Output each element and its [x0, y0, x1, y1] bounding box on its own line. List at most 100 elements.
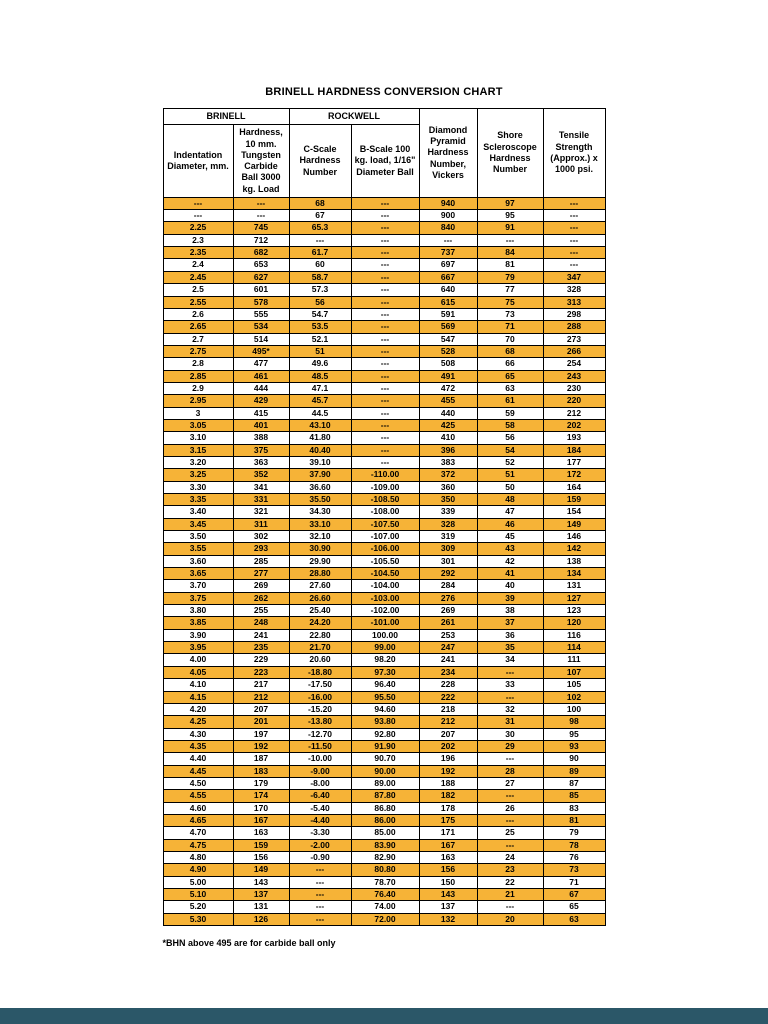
- table-cell: 2.75: [162, 344, 234, 359]
- table-cell: 261: [418, 616, 478, 630]
- table-cell: 284: [418, 579, 478, 593]
- table-cell: 4.20: [162, 702, 234, 717]
- table-cell: 22: [476, 875, 544, 890]
- table-row: 2.85 461 48.5 --- 491 65 243: [162, 369, 606, 383]
- table-cell: 87: [542, 776, 606, 791]
- table-cell: 311: [232, 517, 290, 532]
- table-cell: ---: [232, 209, 290, 223]
- table-cell: 79: [476, 270, 544, 285]
- table-cell: 31: [476, 715, 544, 729]
- table-cell: 61: [476, 394, 544, 408]
- table-cell: 178: [418, 801, 478, 815]
- table-cell: 174: [232, 789, 290, 803]
- table-cell: 96.40: [350, 678, 420, 692]
- table-cell: 170: [232, 801, 290, 815]
- table-cell: 569: [418, 320, 478, 334]
- table-cell: 70: [476, 332, 544, 346]
- table-row: 5.10 137 --- 76.40 143 21 67: [162, 887, 606, 902]
- table-cell: 33: [476, 678, 544, 692]
- table-row: 5.30 126 --- 72.00 132 20 63: [162, 912, 606, 927]
- table-cell: 3.70: [162, 579, 234, 593]
- table-cell: -110.00: [350, 468, 420, 482]
- table-cell: 116: [542, 628, 606, 643]
- table-cell: 188: [418, 776, 478, 791]
- table-cell: 3.60: [162, 554, 234, 569]
- table-row: 4.15 212 -16.00 95.50 222 --- 102: [162, 690, 606, 704]
- table-row: 2.6 555 54.7 --- 591 73 298: [162, 307, 606, 322]
- table-cell: 46: [476, 517, 544, 532]
- table-cell: 137: [418, 900, 478, 914]
- table-cell: 81: [542, 813, 606, 828]
- table-cell: 182: [418, 789, 478, 803]
- table-cell: 30: [476, 727, 544, 741]
- table-row: 3.50 302 32.10 -107.00 319 45 146: [162, 530, 606, 544]
- table-cell: 163: [232, 826, 290, 840]
- table-cell: 5.30: [162, 912, 234, 927]
- table-cell: 4.35: [162, 739, 234, 754]
- table-cell: 212: [232, 690, 290, 704]
- table-cell: 578: [232, 295, 290, 309]
- table-cell: 159: [232, 838, 290, 852]
- table-cell: 4.60: [162, 801, 234, 815]
- table-cell: 472: [418, 381, 478, 396]
- table-cell: ---: [288, 900, 352, 914]
- table-cell: 41.80: [288, 431, 352, 445]
- table-cell: 90: [542, 752, 606, 766]
- table-cell: -102.00: [350, 604, 420, 618]
- viewer-footer-bar: [0, 1008, 768, 1024]
- table-cell: 100: [542, 702, 606, 717]
- table-cell: 2.9: [162, 381, 234, 396]
- table-cell: ---: [350, 258, 420, 272]
- table-cell: 74.00: [350, 900, 420, 914]
- table-cell: 667: [418, 270, 478, 285]
- table-cell: ---: [476, 900, 544, 914]
- table-cell: 50: [476, 480, 544, 495]
- table-cell: ---: [542, 246, 606, 260]
- table-cell: 440: [418, 406, 478, 420]
- table-row: 4.45 183 -9.00 90.00 192 28 89: [162, 764, 606, 778]
- table-row: 3.65 277 28.80 -104.50 292 41 134: [162, 567, 606, 581]
- table-cell: -106.00: [350, 542, 420, 556]
- table-cell: ---: [350, 394, 420, 408]
- table-cell: 201: [232, 715, 290, 729]
- table-row: 2.4 653 60 --- 697 81 ---: [162, 258, 606, 272]
- table-cell: 5.20: [162, 900, 234, 914]
- table-row: 4.05 223 -18.80 97.30 234 --- 107: [162, 665, 606, 680]
- table-cell: 27.60: [288, 579, 352, 593]
- table-cell: 508: [418, 357, 478, 371]
- table-cell: 39: [476, 591, 544, 606]
- table-cell: 90.00: [350, 764, 420, 778]
- table-cell: 745: [232, 221, 290, 235]
- table-cell: 697: [418, 258, 478, 272]
- table-cell: 71: [476, 320, 544, 334]
- table-cell: 54: [476, 443, 544, 457]
- table-cell: 4.80: [162, 850, 234, 865]
- table-cell: 127: [542, 591, 606, 606]
- table-cell: 241: [232, 628, 290, 643]
- table-cell: 43: [476, 542, 544, 556]
- table-cell: 591: [418, 307, 478, 322]
- table-cell: 20: [476, 912, 544, 927]
- table-cell: -105.50: [350, 554, 420, 569]
- table-cell: 56: [476, 431, 544, 445]
- table-cell: 175: [418, 813, 478, 828]
- table-cell: 89: [542, 764, 606, 778]
- table-row: 3.40 321 34.30 -108.00 339 47 154: [162, 505, 606, 519]
- table-cell: 640: [418, 283, 478, 297]
- table-cell: 319: [418, 530, 478, 544]
- table-cell: ---: [232, 196, 290, 211]
- table-cell: -6.40: [288, 789, 352, 803]
- table-cell: 3.40: [162, 505, 234, 519]
- table-cell: -101.00: [350, 616, 420, 630]
- table-cell: 32: [476, 702, 544, 717]
- table-cell: 91.90: [350, 739, 420, 754]
- table-row: 4.35 192 -11.50 91.90 202 29 93: [162, 739, 606, 754]
- table-cell: 67: [542, 887, 606, 902]
- table-cell: 2.8: [162, 357, 234, 371]
- table-row: 2.95 429 45.7 --- 455 61 220: [162, 394, 606, 408]
- table-cell: 309: [418, 542, 478, 556]
- table-cell: 78: [542, 838, 606, 852]
- table-cell: 51: [476, 468, 544, 482]
- table-cell: ---: [350, 443, 420, 457]
- table-cell: ---: [350, 431, 420, 445]
